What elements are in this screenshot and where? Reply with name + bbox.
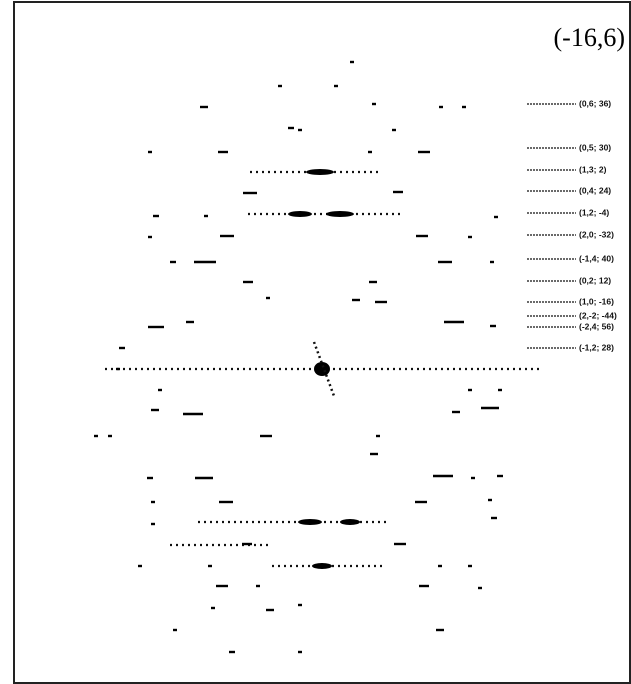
figure: (-16,6) (0,6; 36) (0,5; 30) (1,3; 2) (0,4; … — [0, 0, 631, 684]
spot-label: (1,3; 2) — [579, 164, 607, 174]
spot-label: (-2,4; 56) — [579, 321, 614, 331]
spot-label: (0,2; 12) — [579, 275, 611, 285]
blob — [312, 563, 332, 569]
blob — [288, 211, 312, 217]
spot-label: (2,0; -32) — [579, 229, 614, 239]
spot-label: (1,0; -16) — [579, 296, 614, 306]
blob — [326, 211, 354, 217]
spot-label: (-1,4; 40) — [579, 253, 614, 263]
spot-label: (1,2; -4) — [579, 207, 609, 217]
blob — [314, 362, 330, 376]
spot-label: (0,4; 24) — [579, 185, 611, 195]
figure-title: (-16,6) — [554, 23, 625, 52]
spot-label: (0,5; 30) — [579, 142, 611, 152]
blob — [306, 169, 334, 175]
spot-label: (-1,2; 28) — [579, 342, 614, 352]
blob — [298, 519, 322, 525]
spot-label: (0,6; 36) — [579, 98, 611, 108]
spot-label: (2,-2; -44) — [579, 310, 617, 320]
blob — [340, 519, 360, 525]
